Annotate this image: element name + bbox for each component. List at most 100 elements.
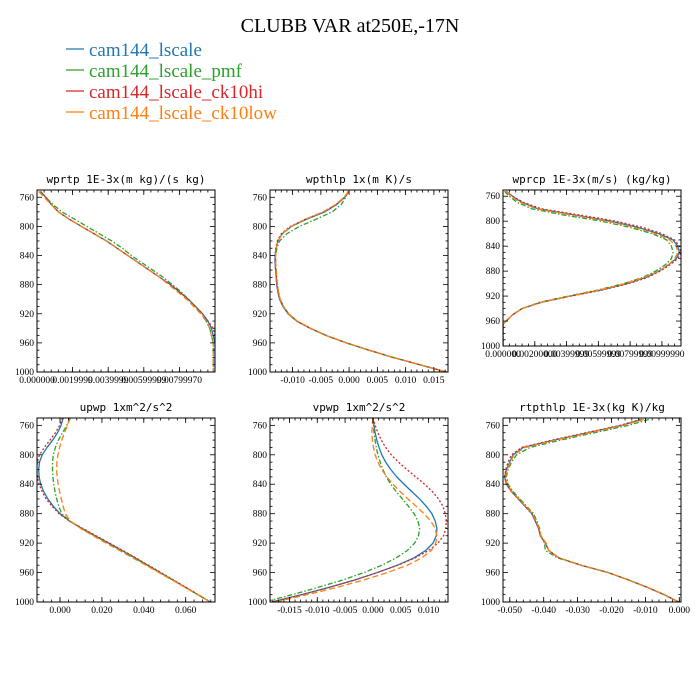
series-group — [504, 418, 679, 602]
x-tick-label: 0.00799999 — [608, 350, 653, 360]
y-tick-label: 800 — [20, 222, 35, 232]
series-line — [270, 418, 421, 602]
plot-frame — [502, 417, 682, 603]
x-tick-label: 0.005 — [367, 376, 389, 386]
panel-title: wprtp 1E-3x(m kg)/(s kg) — [47, 173, 206, 186]
panel-title: wpthlp 1x(m K)/s — [306, 173, 412, 186]
y-tick-label: 840 — [486, 480, 501, 490]
legend-label: cam144_lscale_ck10hi — [89, 82, 263, 103]
y-tick-label: 880 — [20, 510, 35, 520]
chart-panel: wprtp 1E-3x(m kg)/(s kg) 760 800 840 880 920 9… — [15, 173, 216, 386]
x-tick-label: 0.00200000 — [512, 350, 557, 360]
y-tick-label: 880 — [486, 267, 501, 277]
chart-panel: vpwp 1xm^2/s^2 760 800 840 880 920 960 1000 -0.0… — [248, 401, 449, 616]
y-tick-label: 960 — [253, 339, 268, 349]
series-line — [56, 418, 211, 602]
y-tick-label: 800 — [20, 451, 35, 461]
y-tick-label: 920 — [486, 292, 501, 302]
figure-title: CLUBB VAR at250E,-17N — [241, 15, 460, 37]
x-tick-label: -0.050 — [498, 606, 523, 616]
y-tick-label: 840 — [253, 480, 268, 490]
y-tick-label: 1000 — [15, 368, 34, 378]
series-group — [270, 418, 447, 602]
legend-label: cam144_lscale_pmf — [89, 61, 243, 82]
x-tick-label: -0.010 — [280, 376, 305, 386]
legend-label: cam144_lscale_ck10low — [89, 103, 277, 124]
panels: wprtp 1E-3x(m kg)/(s kg) 760 800 840 880 920 9… — [15, 173, 690, 616]
series-line — [503, 190, 679, 346]
x-tick-label: 0.00799970 — [157, 376, 202, 386]
series-line — [274, 191, 447, 372]
x-tick-label: 0.000000 — [485, 350, 521, 360]
y-tick-label: 1000 — [248, 368, 267, 378]
y-tick-label: 800 — [486, 217, 501, 227]
series-line — [505, 418, 679, 602]
x-tick-label: -0.005 — [333, 606, 358, 616]
panel-title: wprcp 1E-3x(m/s) (kg/kg) — [513, 173, 672, 186]
y-tick-label: 1000 — [481, 598, 500, 608]
plot-frame — [36, 189, 216, 373]
y-tick-label: 760 — [20, 193, 35, 203]
y-tick-label: 960 — [20, 569, 35, 579]
series-line — [504, 418, 679, 602]
x-tick-label: 0.00399999 — [544, 350, 589, 360]
x-tick-label: 0.000 — [669, 606, 691, 616]
y-tick-label: 960 — [486, 317, 501, 327]
y-tick-label: 760 — [486, 421, 501, 431]
y-tick-label: 760 — [253, 421, 268, 431]
y-tick-label: 760 — [486, 192, 501, 202]
plot-frame — [36, 417, 216, 603]
legend-label: cam144_lscale — [89, 40, 202, 61]
y-tick-label: 840 — [253, 252, 268, 262]
y-tick-label: 800 — [253, 451, 268, 461]
y-tick-label: 1000 — [248, 598, 267, 608]
plot-frame — [269, 417, 449, 603]
x-tick-label: 0.00599999 — [121, 376, 166, 386]
y-tick-label: 880 — [253, 281, 268, 291]
y-tick-label: 960 — [20, 339, 35, 349]
x-tick-label: 0.015 — [423, 376, 445, 386]
y-tick-label: 840 — [20, 252, 35, 262]
chart-panel: wpthlp 1x(m K)/s 760 800 840 880 920 960 1000 -0… — [248, 173, 449, 386]
series-line — [271, 418, 447, 602]
series-group — [274, 191, 447, 372]
x-tick-label: 0.060 — [175, 606, 197, 616]
y-tick-label: 960 — [253, 569, 268, 579]
x-tick-label: 0.000000 — [19, 376, 55, 386]
y-tick-label: 960 — [486, 569, 501, 579]
panel-title: rtpthlp 1E-3x(kg K)/kg — [519, 401, 665, 414]
chart-panel: rtpthlp 1E-3x(kg K)/kg 760 800 840 880 920 960… — [481, 401, 690, 616]
y-tick-label: 880 — [253, 510, 268, 520]
x-tick-label: -0.040 — [531, 606, 556, 616]
legend-item: cam144_lscale — [66, 40, 202, 61]
series-line — [505, 418, 679, 602]
y-tick-label: 880 — [20, 281, 35, 291]
x-tick-label: -0.010 — [305, 606, 330, 616]
series-line — [271, 418, 438, 602]
x-tick-label: 0.010 — [395, 376, 417, 386]
y-tick-label: 760 — [20, 421, 35, 431]
y-tick-label: 920 — [253, 310, 268, 320]
panel-title: vpwp 1xm^2/s^2 — [313, 401, 406, 414]
x-tick-label: -0.015 — [277, 606, 302, 616]
legend-item: cam144_lscale_ck10low — [66, 103, 277, 124]
x-tick-label: -0.005 — [309, 376, 334, 386]
x-tick-label: 0.020 — [91, 606, 113, 616]
y-tick-label: 800 — [253, 222, 268, 232]
y-tick-label: 1000 — [481, 342, 500, 352]
series-group — [503, 190, 681, 346]
chart-panel: wprcp 1E-3x(m/s) (kg/kg) 760 800 840 880 920 9… — [481, 173, 685, 360]
series-line — [275, 418, 438, 602]
series-group — [37, 418, 211, 602]
x-tick-label: 0.000 — [362, 606, 384, 616]
series-line — [38, 191, 214, 372]
legend-item: cam144_lscale_ck10hi — [66, 82, 263, 103]
y-tick-label: 800 — [486, 451, 501, 461]
y-tick-label: 760 — [253, 193, 268, 203]
y-tick-label: 920 — [20, 539, 35, 549]
x-tick-label: 0.000 — [338, 376, 360, 386]
series-line — [37, 418, 211, 602]
y-tick-label: 920 — [486, 539, 501, 549]
x-tick-label: 0.0039999 — [88, 376, 129, 386]
